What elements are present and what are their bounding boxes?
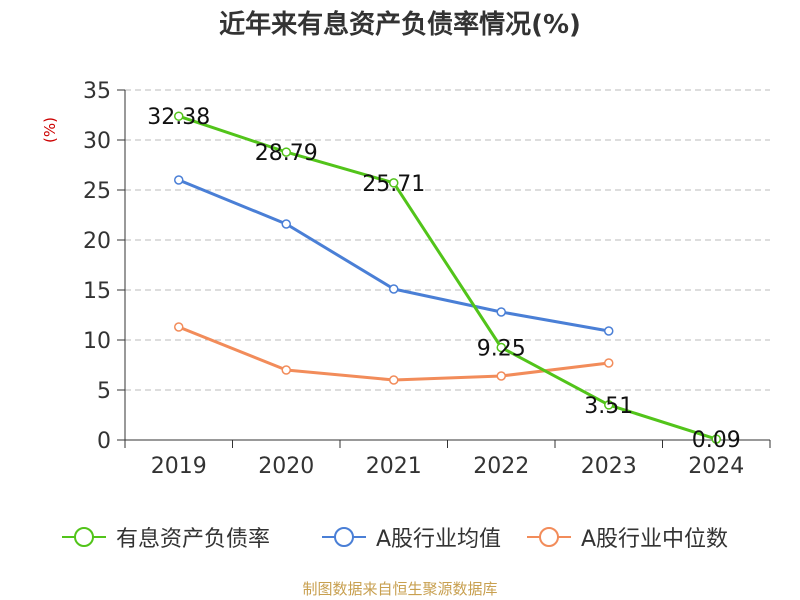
series-lines [174,111,721,444]
series-line-1 [178,178,610,333]
data-point-0 [604,400,614,410]
grid-lines [125,89,770,391]
data-point-0 [281,147,291,157]
chart-title: 近年来有息资产负债率情况(%) [219,10,581,40]
y-tick-label: 20 [83,229,111,254]
data-point-1 [281,219,291,229]
x-tick-label: 2019 [151,454,207,479]
data-label: 25.71 [362,172,425,197]
data-label: 9.25 [477,337,526,362]
y-tick-label: 5 [97,379,111,404]
x-tick-label: 2020 [258,454,314,479]
data-labels: 32.38 28.79 25.71 9.25 3.51 0.09 [147,105,740,453]
data-point-1 [496,307,506,317]
data-point-2 [496,371,506,381]
legend-item-industry-median[interactable]: A股行业中位数 [525,520,728,554]
data-point-0 [496,342,506,353]
y-tick-label: 25 [83,179,111,204]
data-label: 0.09 [692,428,741,453]
line-chart: 0 5 10 15 20 25 30 35 2019 2020 2021 2022 2023 2024 3… [83,79,771,479]
series-line-0 [178,114,717,441]
data-point-2 [281,365,291,375]
data-label: 32.38 [147,105,210,130]
legend-label-industry-median: A股行业中位数 [581,527,729,552]
data-point-1 [174,175,184,185]
x-tick-label: 2022 [473,454,529,479]
x-tick-label: 2021 [366,454,422,479]
y-tick-label: 15 [83,279,111,304]
legend-label-industry-mean: A股行业均值 [376,527,502,552]
data-point-0 [711,434,721,444]
legend-item-debt-ratio[interactable]: 有息资产负债率 [60,520,270,554]
y-tick-label: 35 [83,79,111,104]
data-point-2 [174,322,184,332]
data-point-2 [389,375,399,385]
data-point-1 [389,284,399,294]
legend-swatch-industry-mean [322,527,366,547]
data-point-1 [604,326,614,336]
data-point-2 [604,358,614,368]
data-point-0 [389,178,399,188]
data-label: 28.79 [255,141,318,166]
y-tick-label: 10 [83,329,111,354]
axes: 0 5 10 15 20 25 30 35 2019 2020 2021 2022 2023 2024 [83,79,771,479]
x-tick-label: 2023 [581,454,637,479]
data-point-0 [174,111,184,121]
legend-swatch-debt-ratio [62,527,106,547]
source-note: 制图数据来自恒生聚源数据库 [302,580,498,598]
legend-swatch-industry-median [527,527,571,547]
x-tick-label: 2024 [688,454,744,479]
legend-item-industry-mean[interactable]: A股行业均值 [320,520,501,554]
y-tick-label: 30 [83,129,111,154]
legend: 有息资产负债率 A股行业均值 A股行业中位数 [0,520,800,554]
y-tick-label: 0 [97,429,111,454]
data-label: 3.51 [584,394,633,419]
legend-label-debt-ratio: 有息资产负债率 [116,527,271,552]
